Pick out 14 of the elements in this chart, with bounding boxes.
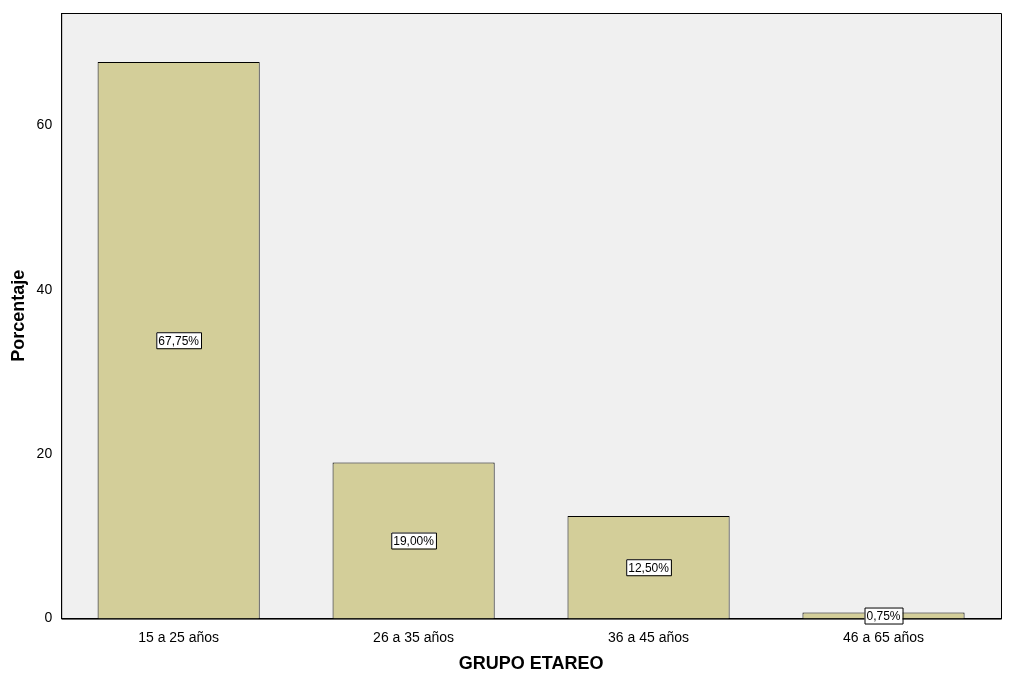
y-tick-label: 20 bbox=[36, 445, 53, 462]
data-label: 12,50% bbox=[628, 560, 670, 575]
x-tick-label: 26 a 35 años bbox=[373, 628, 455, 645]
y-axis-title: Porcentaje bbox=[7, 269, 28, 362]
y-tick-label: 0 bbox=[44, 609, 53, 626]
x-tick-label: 15 a 25 años bbox=[138, 628, 220, 645]
y-tick-label: 60 bbox=[36, 116, 53, 133]
data-label: 19,00% bbox=[393, 533, 435, 548]
data-label: 0,75% bbox=[866, 608, 901, 623]
data-label: 67,75% bbox=[158, 333, 200, 348]
x-tick-label: 36 a 45 años bbox=[608, 628, 690, 645]
x-axis-title: GRUPO ETAREO bbox=[458, 653, 604, 674]
y-tick-label: 40 bbox=[36, 280, 53, 297]
x-tick-label: 46 a 65 años bbox=[843, 628, 925, 645]
